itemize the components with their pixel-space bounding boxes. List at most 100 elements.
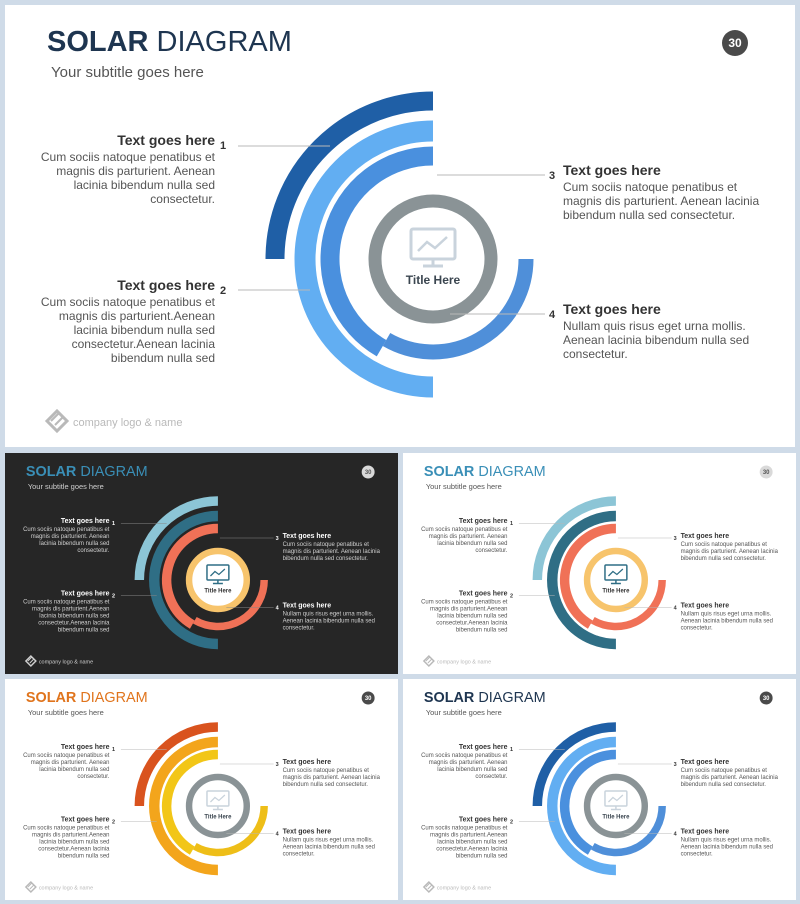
item-body-line: consectetur. bbox=[475, 774, 507, 780]
item-body-line: consectetur. bbox=[77, 774, 109, 780]
item-body-line: Cum sociis natoque penatibus et bbox=[23, 825, 110, 831]
item-number: 3 bbox=[674, 762, 677, 768]
solar-arc-4 bbox=[382, 258, 534, 360]
item-heading: Text goes here bbox=[563, 301, 661, 317]
item-number: 3 bbox=[276, 762, 279, 768]
item-body-line: consectetur. bbox=[283, 851, 315, 857]
item-body-line: bibendum nulla sed consectetur. bbox=[283, 556, 369, 562]
company-logo: company logo & name bbox=[44, 408, 182, 434]
item-body-line: magnis dis parturient. Aenean bbox=[56, 164, 215, 178]
text-block-3: 3 Text goes here Cum sociis natoque penati… bbox=[674, 759, 779, 788]
solar-diagram-svg: SOLAR DIAGRAM Your subtitle goes here 30 Ti… bbox=[421, 464, 779, 668]
item-body-line: Aenean lacinia bibendum nulla sed bbox=[283, 618, 375, 624]
logo-text: company logo & name bbox=[39, 885, 93, 891]
item-body-line: bibendum nulla sed bbox=[111, 351, 215, 365]
item-body-line: bibendum nulla sed bbox=[58, 853, 110, 859]
item-body-line: lacinia bibendum nulla sed bbox=[437, 767, 507, 773]
item-body-line: magnis dis parturient. Aenean lacinia bbox=[283, 775, 381, 781]
item-number: 2 bbox=[112, 819, 115, 825]
solar-arc-2 bbox=[149, 510, 218, 650]
item-body-line: consectetur.Aenean lacinia bbox=[436, 846, 508, 852]
item-heading: Text goes here bbox=[283, 602, 332, 609]
svg-text:30: 30 bbox=[728, 36, 742, 50]
center-title: Title Here bbox=[602, 814, 630, 820]
item-number: 1 bbox=[112, 747, 115, 753]
solar-arc-3 bbox=[161, 523, 219, 629]
solar-arc-3 bbox=[320, 146, 434, 357]
item-body-line: Cum sociis natoque penatibus et bbox=[23, 753, 110, 759]
page-number-badge: 30 bbox=[759, 465, 773, 479]
item-heading: Text goes here bbox=[283, 533, 332, 540]
item-heading: Text goes here bbox=[61, 590, 110, 597]
item-body-line: Cum sociis natoque penatibus et bbox=[421, 825, 508, 831]
item-body-line: magnis dis parturient.Aenean bbox=[32, 606, 109, 612]
item-body-line: consectetur. bbox=[475, 548, 507, 554]
solar-arc-3 bbox=[559, 749, 617, 855]
item-heading: Text goes here bbox=[681, 828, 730, 835]
slide-subtitle: Your subtitle goes here bbox=[426, 482, 502, 491]
item-body-line: magnis dis parturient.Aenean bbox=[430, 606, 507, 612]
item-number: 2 bbox=[510, 593, 513, 599]
slide-subtitle: Your subtitle goes here bbox=[426, 708, 502, 717]
logo-text: company logo & name bbox=[39, 659, 93, 665]
item-heading: Text goes here bbox=[61, 744, 110, 751]
item-body-line: Nullam quis risus eget urna mollis. bbox=[563, 319, 746, 333]
center-title: Title Here bbox=[406, 273, 461, 287]
item-body-line: lacinia bibendum nulla sed bbox=[74, 178, 215, 192]
slide-title: SOLAR DIAGRAM bbox=[26, 464, 148, 480]
page-number-badge: 30 bbox=[722, 30, 748, 56]
item-body-line: Aenean lacinia bibendum nulla sed bbox=[283, 844, 375, 850]
text-block-3: 3 Text goes here Cum sociis natoque penati… bbox=[276, 759, 381, 788]
item-body-line: lacinia bibendum nulla sed bbox=[437, 613, 507, 619]
item-heading: Text goes here bbox=[283, 759, 332, 766]
page-number-badge: 30 bbox=[361, 691, 375, 705]
center-title: Title Here bbox=[204, 814, 232, 820]
item-body-line: Cum sociis natoque penatibus et bbox=[41, 295, 216, 309]
monitor-chart-icon bbox=[206, 790, 230, 811]
item-body-line: consectetur. bbox=[150, 192, 215, 206]
item-body-line: magnis dis parturient.Aenean bbox=[32, 832, 109, 838]
text-block-3: 3 Text goes here Cum sociis natoque penati… bbox=[674, 533, 779, 562]
monitor-chart-icon bbox=[409, 227, 457, 268]
item-body-line: Cum sociis natoque penatibus et bbox=[681, 542, 768, 548]
item-number: 4 bbox=[276, 831, 280, 837]
item-body-line: consectetur. bbox=[681, 851, 713, 857]
monitor-chart-icon bbox=[206, 564, 230, 585]
slide-orange: SOLAR DIAGRAM Your subtitle goes here 30 Ti… bbox=[5, 679, 398, 900]
item-heading: Text goes here bbox=[117, 132, 215, 148]
item-body-line: magnis dis parturient. Aenean bbox=[429, 534, 508, 540]
text-block-4: 4 Text goes here Nullam quis risus eget ur… bbox=[276, 828, 375, 857]
item-number: 4 bbox=[276, 605, 280, 611]
item-body-line: Aenean lacinia bibendum nulla sed bbox=[681, 618, 773, 624]
svg-text:30: 30 bbox=[365, 696, 372, 702]
item-body-line: consectetur. bbox=[563, 347, 628, 361]
item-body-line: Aenean lacinia bibendum nulla sed bbox=[681, 844, 773, 850]
slide-title: SOLAR DIAGRAM bbox=[26, 690, 148, 706]
item-body-line: Cum sociis natoque penatibus et bbox=[41, 150, 216, 164]
logo-text: company logo & name bbox=[437, 659, 491, 665]
item-body-line: lacinia bibendum nulla sed bbox=[39, 613, 109, 619]
solar-diagram-svg: SOLAR DIAGRAM Your subtitle goes here 30 Ti… bbox=[23, 690, 381, 894]
solar-arc-3 bbox=[559, 523, 617, 629]
item-heading: Text goes here bbox=[459, 816, 508, 823]
item-body-line: lacinia bibendum nulla sed bbox=[74, 323, 215, 337]
item-heading: Text goes here bbox=[283, 828, 332, 835]
solar-arc-2 bbox=[547, 510, 616, 650]
item-body-line: Nullam quis risus eget urna mollis. bbox=[283, 611, 374, 617]
item-body-line: magnis dis parturient. Aenean lacinia bbox=[283, 549, 381, 555]
solar-diagram-svg: SOLAR DIAGRAM Your subtitle goes here 30 Ti… bbox=[41, 26, 759, 434]
item-heading: Text goes here bbox=[459, 744, 508, 751]
item-body-line: Cum sociis natoque penatibus et bbox=[563, 180, 738, 194]
item-body-line: Cum sociis natoque penatibus et bbox=[23, 599, 110, 605]
item-heading: Text goes here bbox=[563, 162, 661, 178]
item-number: 1 bbox=[510, 747, 513, 753]
solar-arc-4 bbox=[590, 579, 666, 631]
item-body-line: lacinia bibendum nulla sed bbox=[39, 541, 109, 547]
slide-title: SOLAR DIAGRAM bbox=[47, 26, 292, 58]
